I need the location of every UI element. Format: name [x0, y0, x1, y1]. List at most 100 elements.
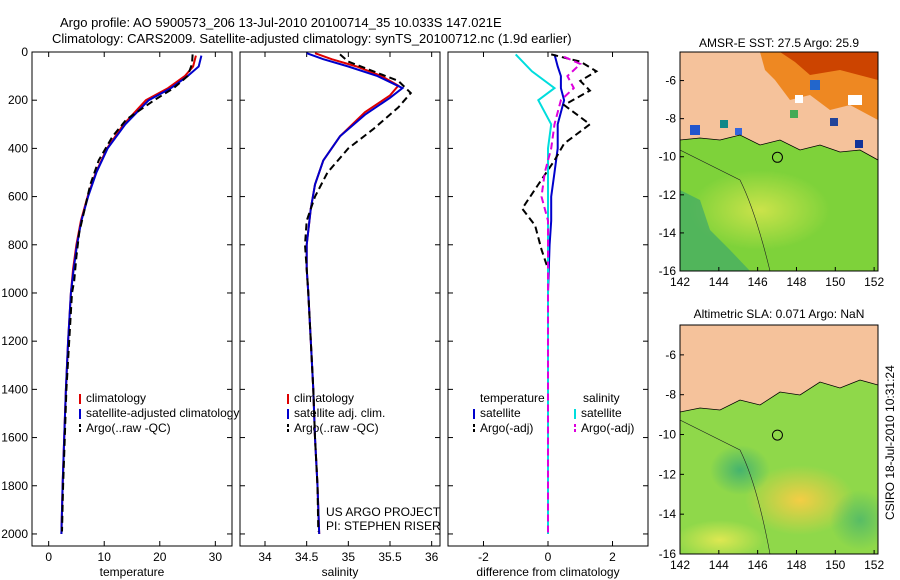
- sst-depth-contour: [680, 149, 771, 271]
- sst-map-ytick-label: -8: [665, 112, 676, 126]
- sla-map-xtick-label: 146: [748, 558, 768, 572]
- legend-label: climatology: [294, 391, 354, 405]
- sst-pixel: [855, 140, 863, 148]
- series-line-argo-raw-qc-: [303, 53, 413, 532]
- temperature-xtick-label: 0: [45, 550, 52, 564]
- sla-map-frame: [679, 324, 879, 555]
- sla-high-patch: [680, 520, 765, 554]
- sst-map-ytick-label: -12: [659, 188, 677, 202]
- legend-label: Argo(..raw -QC): [86, 421, 171, 435]
- sst-pixel: [848, 95, 862, 105]
- sst-map-ytick-label: -16: [659, 264, 677, 278]
- sla-map-title: Altimetric SLA: 0.071 Argo: NaN: [694, 307, 865, 321]
- series-line-argo-raw-qc-: [61, 54, 194, 532]
- sst-map-xtick-label: 146: [748, 275, 768, 289]
- depth-tick-label: 0: [21, 45, 28, 59]
- sla-depth-contour: [680, 419, 771, 554]
- temperature-frame: [31, 51, 233, 547]
- legend-label: satellite-adjusted climatology: [86, 406, 239, 420]
- difference-legend: temperature salinitysatelliteArgo(-adj)sa…: [473, 391, 634, 435]
- sla-map-xtick-label: 142: [670, 558, 690, 572]
- sst-pixel: [720, 120, 728, 128]
- depth-tick-label: 400: [8, 141, 28, 155]
- sst-map-profile-marker: [771, 151, 783, 163]
- difference-frame: [447, 51, 649, 547]
- sst-map-ytick-label: -14: [659, 226, 677, 240]
- sst-map-ytick-label: -10: [659, 150, 677, 164]
- salinity-xlabel: salinity: [322, 565, 359, 579]
- legend-header-salinity: salinity: [583, 391, 620, 405]
- sst-pixel: [810, 80, 820, 90]
- sst-pixel: [830, 118, 838, 126]
- legend-label: climatology: [86, 391, 146, 405]
- sla-map-ytick-label: -6: [665, 348, 676, 362]
- figure-title-line1: Argo profile: AO 5900573_206 13-Jul-2010…: [60, 15, 502, 30]
- temperature-xtick-label: 20: [153, 550, 167, 564]
- series-line-satellite-adjusted-climatology: [60, 55, 203, 535]
- difference-xlabel: difference from climatology: [476, 565, 619, 579]
- sla-low-patch: [830, 490, 878, 550]
- sla-low-patch: [710, 445, 770, 495]
- sst-warm-patch: [690, 170, 830, 250]
- legend-label: satellite adj. clim.: [294, 406, 385, 420]
- sla-land: [680, 325, 878, 412]
- sla-high-patch: [745, 465, 855, 535]
- sla-map-ytick-label: -10: [659, 428, 677, 442]
- sst-map-xtick-label: 150: [825, 275, 845, 289]
- legend-label: Argo(-adj): [480, 421, 533, 435]
- sst-map-ytick-label: -6: [665, 74, 676, 88]
- depth-tick-label: 2000: [1, 527, 28, 541]
- sla-map-ytick-label: -16: [659, 547, 677, 561]
- depth-tick-label: 200: [8, 93, 28, 107]
- sla-map-profile-marker: [771, 429, 783, 441]
- sst-cool-patch: [680, 190, 750, 271]
- salinity-xtick-label: 34: [258, 550, 272, 564]
- sst-hottest-region: [780, 52, 878, 80]
- salinity-frame: [239, 51, 441, 547]
- salinity-xtick-label: 35: [342, 550, 356, 564]
- sla-map-ytick-label: -8: [665, 388, 676, 402]
- difference-xtick-label: 2: [609, 550, 616, 564]
- figure-title-line2: Climatology: CARS2009. Satellite-adjuste…: [52, 31, 572, 46]
- difference-xtick-label: -2: [478, 550, 489, 564]
- sla-map-xtick-label: 150: [825, 558, 845, 572]
- depth-tick-label: 1200: [1, 334, 28, 348]
- sst-map-xtick-label: 144: [709, 275, 729, 289]
- salinity-xtick-label: 34.5: [295, 550, 319, 564]
- sst-pixel: [795, 95, 803, 103]
- sst-map-frame: [679, 51, 879, 272]
- sla-coastline: [680, 379, 878, 413]
- sla-map-xtick-label: 152: [864, 558, 884, 572]
- temperature-xtick-label: 30: [209, 550, 223, 564]
- temperature-xtick-label: 10: [98, 550, 112, 564]
- depth-tick-label: 1000: [1, 286, 28, 300]
- series-line-salinity-argo-adj-: [540, 55, 583, 534]
- sst-map-panel: AMSR-E SST: 27.5 Argo: 25.9 142 144 146 148…: [659, 36, 885, 289]
- sst-pixel: [690, 125, 700, 135]
- difference-xtick-label: 0: [545, 550, 552, 564]
- legend-label: satellite: [581, 406, 622, 420]
- sst-map-xtick-label: 152: [864, 275, 884, 289]
- legend-header-temperature: temperature: [480, 391, 545, 405]
- depth-tick-label: 1800: [1, 479, 28, 493]
- series-line-satellite-adj-clim-: [305, 52, 405, 535]
- temperature-panel: 0 10 20 30 0 200 400 600 800 1000 1200 1400 1600 1800…: [1, 45, 239, 579]
- sla-map-xtick-label: 148: [786, 558, 806, 572]
- sla-map-ytick-label: -14: [659, 507, 677, 521]
- sst-map-xtick-label: 148: [786, 275, 806, 289]
- salinity-xtick-label: 35.5: [378, 550, 402, 564]
- sla-map-panel: Altimetric SLA: 0.071 Argo: NaN 142 144 14…: [659, 307, 885, 572]
- sla-map-xtick-label: 144: [709, 558, 729, 572]
- side-label: CSIRO 18-Jul-2010 10:31:24: [883, 365, 897, 520]
- depth-tick-label: 1600: [1, 431, 28, 445]
- depth-tick-label: 600: [8, 190, 28, 204]
- legend-label: Argo(..raw -QC): [294, 421, 379, 435]
- sla-map-ytick-label: -12: [659, 467, 677, 481]
- depth-tick-label: 1400: [1, 382, 28, 396]
- series-line-temperature-argo-adj-: [520, 53, 599, 534]
- salinity-panel: 34 34.5 35 35.5 36 salinity climatologysatelli…: [239, 51, 441, 579]
- sst-map-title: AMSR-E SST: 27.5 Argo: 25.9: [699, 36, 859, 50]
